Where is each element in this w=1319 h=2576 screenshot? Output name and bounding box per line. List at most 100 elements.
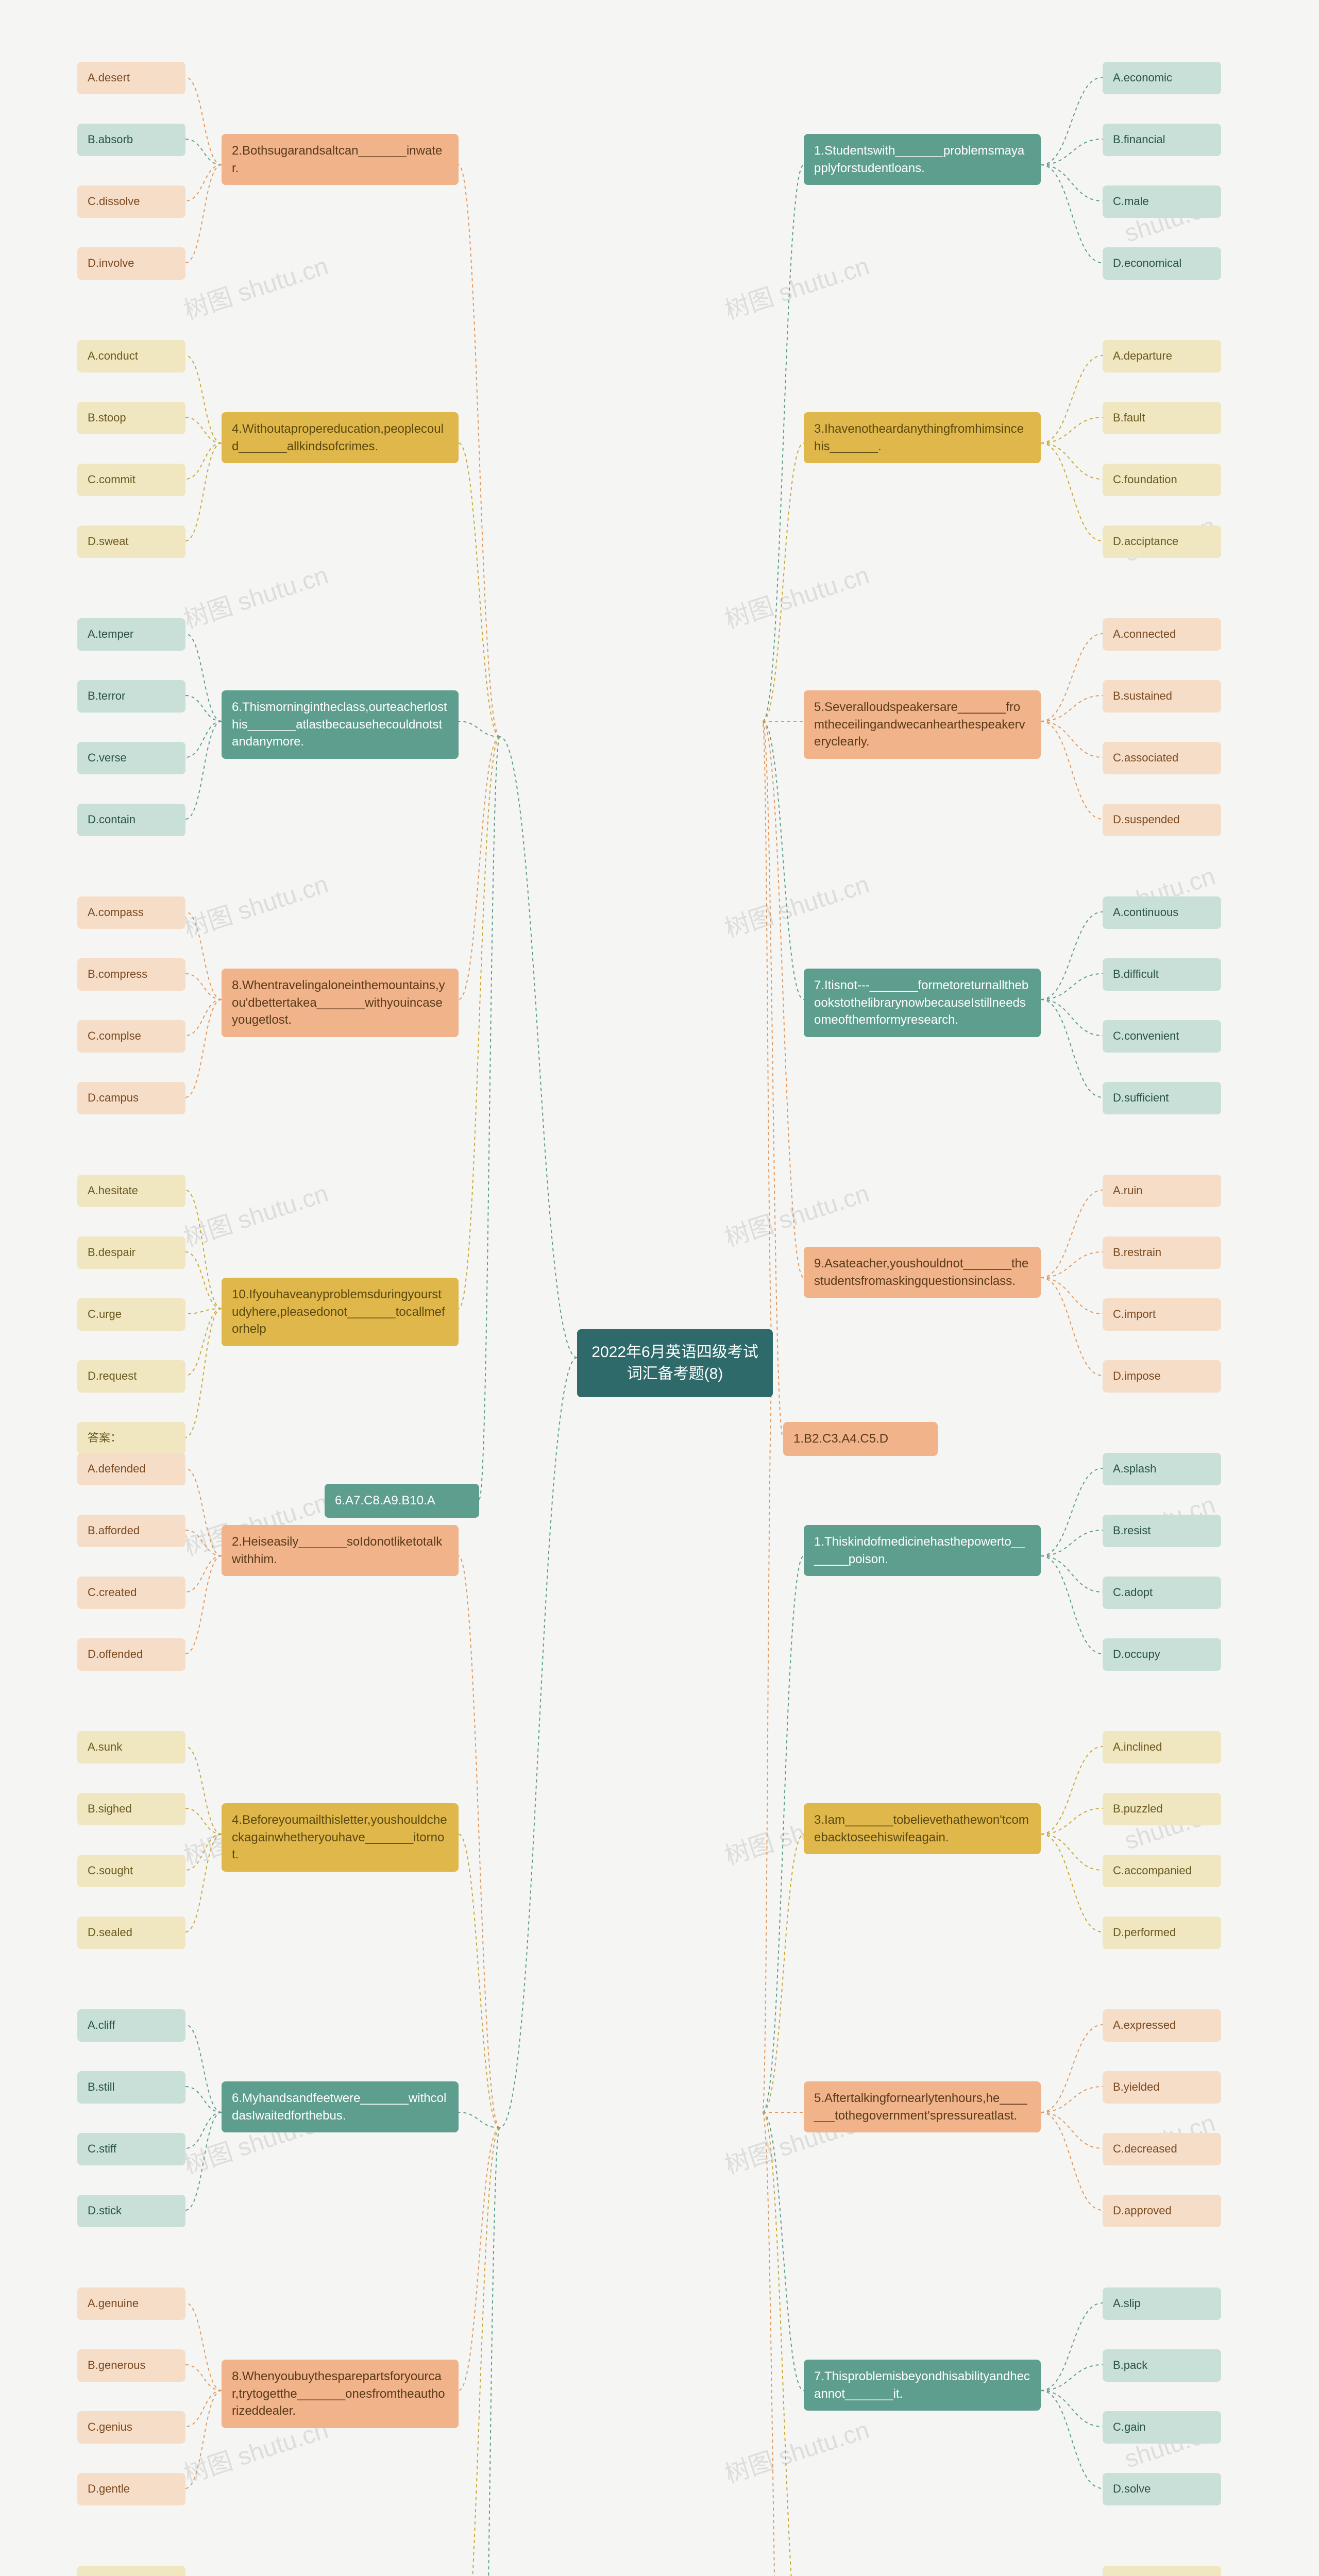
left-g0-q0-opt3: D.involve (77, 247, 185, 280)
right-g0-q1-opt2-text: C.foundation (1113, 473, 1177, 486)
watermark-3: 树图 shutu.cn (719, 555, 873, 635)
left-g1-q3-opt3-text: D.gentle (88, 2482, 130, 2495)
right-g1-q2-opt0: A.expressed (1103, 2009, 1221, 2042)
right-g0-q0-opt2-text: C.male (1113, 195, 1149, 208)
right-g0-q2-opt0: A.connected (1103, 618, 1221, 651)
right-g1-q0-opt3-text: D.occupy (1113, 1648, 1160, 1660)
left-g0-q4-opt2: C.urge (77, 1298, 185, 1331)
left-g0-q1-opt3-text: D.sweat (88, 535, 128, 548)
right-g1-q0-opt3: D.occupy (1103, 1638, 1221, 1671)
left-g1-q1-opt2-text: C.sought (88, 1864, 133, 1877)
left-g0-q3-opt2: C.complse (77, 1020, 185, 1053)
watermark-7: 树图 shutu.cn (178, 1173, 332, 1253)
right-g1-q1-opt1-text: B.puzzled (1113, 1802, 1163, 1815)
left-g0-answer: 6.A7.C8.A9.B10.A (325, 1484, 479, 1518)
left-g0-q0-opt3-text: D.involve (88, 257, 134, 269)
left-g0-q2-opt2: C.verse (77, 742, 185, 774)
left-g0-q4-opt1-text: B.despair (88, 1246, 136, 1259)
watermark-0: 树图 shutu.cn (178, 246, 332, 326)
left-g1-q1-opt2: C.sought (77, 1855, 185, 1887)
left-g1-q2-opt0: A.cliff (77, 2009, 185, 2042)
left-g1-q1-opt1-text: B.sighed (88, 1802, 132, 1815)
left-g1-q2-opt0-text: A.cliff (88, 2019, 115, 2031)
left-g1-q0-opt1-text: B.afforded (88, 1524, 140, 1537)
right-g0-q0: 1.Studentswith_______problemsmayapplyfor… (804, 134, 1041, 185)
left-g1-q2-opt3: D.stick (77, 2195, 185, 2227)
left-g0-q1-opt3: D.sweat (77, 526, 185, 558)
right-g0-q4-text: 9.Asateacher,youshouldnot_______thestude… (814, 1257, 1028, 1288)
left-g0-q3-opt3: D.campus (77, 1082, 185, 1114)
right-g1-q4-opt0: A.wax (1103, 2566, 1221, 2576)
watermark-5: 树图 shutu.cn (719, 864, 873, 944)
right-g1-q1: 3.Iam_______tobelievethathewon'tcomeback… (804, 1803, 1041, 1854)
right-g0-q2-opt2-text: C.associated (1113, 751, 1178, 764)
right-g0-q1-opt3-text: D.acciptance (1113, 535, 1178, 548)
left-g0-q1-opt0: A.conduct (77, 340, 185, 372)
right-g1-q3-opt2-text: C.gain (1113, 2420, 1146, 2433)
left-g0-answer-text: 6.A7.C8.A9.B10.A (335, 1494, 435, 1507)
right-g0-q1: 3.Ihavenotheardanythingfromhimsincehis__… (804, 412, 1041, 463)
right-g0-q3-opt3-text: D.sufficient (1113, 1091, 1169, 1104)
left-g0-q0-opt1: B.absorb (77, 124, 185, 156)
left-g1-q1-opt3-text: D.sealed (88, 1926, 132, 1939)
watermark-4: 树图 shutu.cn (178, 864, 332, 944)
left-g0-q0-opt1-text: B.absorb (88, 133, 133, 146)
right-g0-q0-opt2: C.male (1103, 185, 1221, 218)
left-g1-q3-opt2: C.genius (77, 2411, 185, 2444)
left-g1-q0-opt0: A.defended (77, 1453, 185, 1485)
connectors-layer (0, 0, 1319, 2576)
left-g1-q3-opt1-text: B.generous (88, 2359, 146, 2371)
left-g1-q3-opt3: D.gentle (77, 2473, 185, 2505)
right-g1-q1-opt2-text: C.accompanied (1113, 1864, 1192, 1877)
left-g0-q0-opt0: A.desert (77, 62, 185, 94)
right-g1-q3-opt3: D.solve (1103, 2473, 1221, 2505)
right-g1-q2-opt2-text: C.decreased (1113, 2142, 1177, 2155)
left-g0-q2-opt2-text: C.verse (88, 751, 127, 764)
right-g1-q0-opt1: B.resist (1103, 1515, 1221, 1547)
left-g1-q2-opt1-text: B.still (88, 2080, 115, 2093)
right-g0-q3-opt1-text: B.difficult (1113, 968, 1159, 980)
right-g1-q3-opt1-text: B.pack (1113, 2359, 1147, 2371)
root-node: 2022年6月英语四级考试词汇备考题(8) (577, 1329, 773, 1397)
left-g1-q2-opt1: B.still (77, 2071, 185, 2104)
left-g0-q4-opt0-text: A.hesitate (88, 1184, 138, 1197)
left-g0-q4-opt4-text: 答案： (88, 1431, 122, 1444)
right-g1-q1-opt2: C.accompanied (1103, 1855, 1221, 1887)
right-g1-q0-opt2-text: C.adopt (1113, 1586, 1153, 1599)
right-g1-q2-opt3: D.approved (1103, 2195, 1221, 2227)
right-g1-q2-opt1: B.yielded (1103, 2071, 1221, 2104)
left-g0-q4-text: 10.Ifyouhaveanyproblemsduringyourstudyhe… (232, 1287, 445, 1336)
left-g1-q2-opt2-text: C.stiff (88, 2142, 116, 2155)
left-g1-q3-opt0: A.genuine (77, 2287, 185, 2320)
left-g0-q2-opt3-text: D.contain (88, 813, 136, 826)
right-g0-q0-opt3: D.economical (1103, 247, 1221, 280)
left-g1-q1-text: 4.Beforeyoumailthisletter,youshouldcheck… (232, 1813, 447, 1861)
right-g0-q4-opt0-text: A.ruin (1113, 1184, 1142, 1197)
left-g0-q3-text: 8.Whentravelingaloneinthemountains,you'd… (232, 978, 445, 1027)
right-g0-q3-opt3: D.sufficient (1103, 1082, 1221, 1114)
right-g1-q3: 7.Thisproblemisbeyondhisabilityandhecann… (804, 2360, 1041, 2411)
left-g0-q1-opt2-text: C.commit (88, 473, 136, 486)
right-g0-q1-text: 3.Ihavenotheardanythingfromhimsincehis__… (814, 422, 1024, 453)
right-g0-q1-opt2: C.foundation (1103, 464, 1221, 496)
right-g1-q3-opt1: B.pack (1103, 2349, 1221, 2382)
left-g0-q4-opt3-text: D.request (88, 1369, 137, 1382)
left-g1-q1: 4.Beforeyoumailthisletter,youshouldcheck… (222, 1803, 459, 1872)
left-g1-q2: 6.Myhandsandfeetwere_______withcoldasIwa… (222, 2081, 459, 2132)
right-g0-q0-opt0-text: A.economic (1113, 71, 1172, 84)
right-g0-q3-opt0-text: A.continuous (1113, 906, 1178, 919)
right-g1-q2-opt0-text: A.expressed (1113, 2019, 1176, 2031)
right-g0-q4-opt3-text: D.impose (1113, 1369, 1161, 1382)
right-g0-q1-opt1-text: B.fault (1113, 411, 1145, 424)
right-g0-q1-opt3: D.acciptance (1103, 526, 1221, 558)
watermark-8: 树图 shutu.cn (719, 1173, 873, 1253)
left-g0-q2-opt1: B.terror (77, 680, 185, 713)
left-g1-q3-opt0-text: A.genuine (88, 2297, 139, 2310)
left-g1-q0-opt3: D.offended (77, 1638, 185, 1671)
left-g0-q2: 6.Thismorningintheclass,ourteacherlosthi… (222, 690, 459, 759)
right-g0-q0-text: 1.Studentswith_______problemsmayapplyfor… (814, 144, 1024, 175)
right-g0-q2: 5.Severalloudspeakersare_______fromthece… (804, 690, 1041, 759)
right-g0-q2-opt3: D.suspended (1103, 804, 1221, 836)
left-g1-q0-text: 2.Heiseasily_______soIdonotliketotalkwit… (232, 1535, 442, 1566)
right-g0-q3-opt0: A.continuous (1103, 896, 1221, 929)
